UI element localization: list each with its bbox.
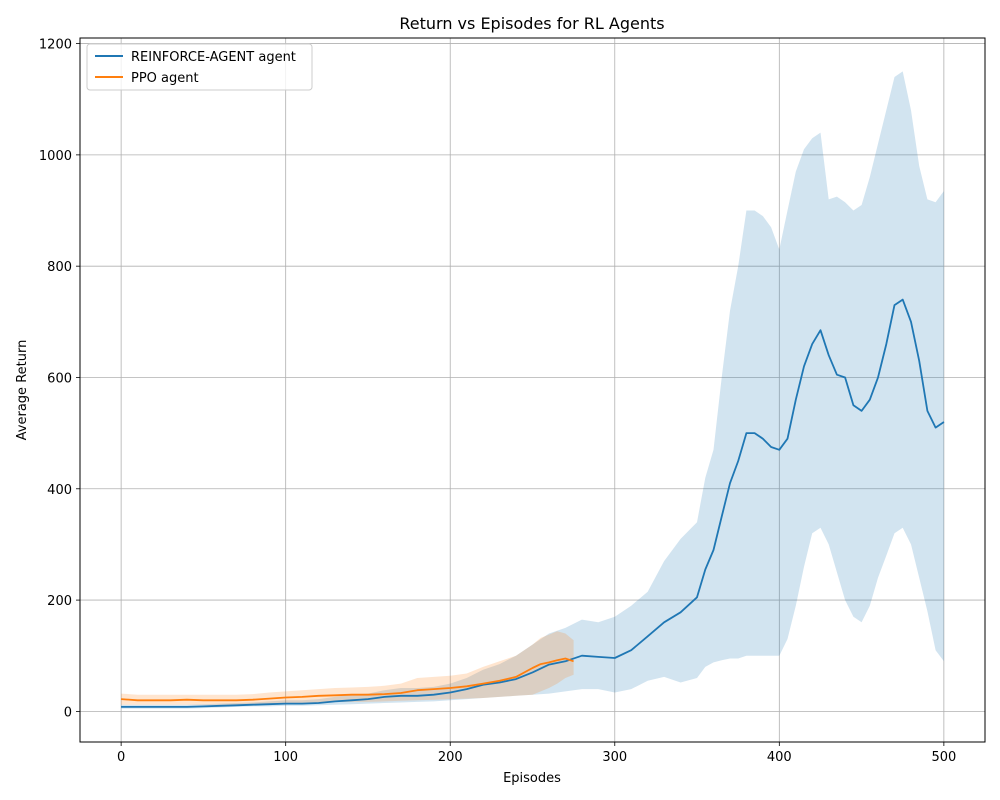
x-tick-label: 100 [273, 750, 298, 765]
y-tick-label: 400 [47, 483, 72, 498]
y-tick-label: 1200 [39, 38, 72, 53]
y-tick-label: 1000 [39, 149, 72, 164]
legend-label-reinforce: REINFORCE-AGENT agent [131, 50, 296, 65]
y-tick-label: 800 [47, 260, 72, 275]
chart-title: Return vs Episodes for RL Agents [399, 14, 664, 33]
plot-frame [79, 37, 986, 743]
legend-label-ppo: PPO agent [131, 71, 199, 86]
y-axis-ticks: 0 200 400 600 800 1000 1200 [39, 38, 80, 720]
x-axis-ticks: 0 100 200 300 400 500 [117, 742, 956, 765]
x-tick-label: 0 [117, 750, 125, 765]
legend: REINFORCE-AGENT agent PPO agent [86, 43, 313, 91]
grid-lines [80, 38, 985, 742]
y-axis-label: Average Return [15, 340, 30, 441]
series-lines [121, 298, 945, 708]
line-ppo [121, 657, 574, 702]
band-reinforce [121, 71, 944, 709]
x-tick-label: 200 [438, 750, 463, 765]
plot-background [80, 38, 985, 742]
x-tick-label: 400 [767, 750, 792, 765]
x-tick-label: 500 [931, 750, 956, 765]
legend-box [86, 43, 313, 91]
line-reinforce [121, 298, 945, 708]
y-tick-label: 0 [64, 705, 72, 720]
x-tick-label: 300 [602, 750, 627, 765]
y-tick-label: 600 [47, 371, 72, 386]
x-axis-label: Episodes [503, 771, 561, 786]
y-tick-label: 200 [47, 594, 72, 609]
